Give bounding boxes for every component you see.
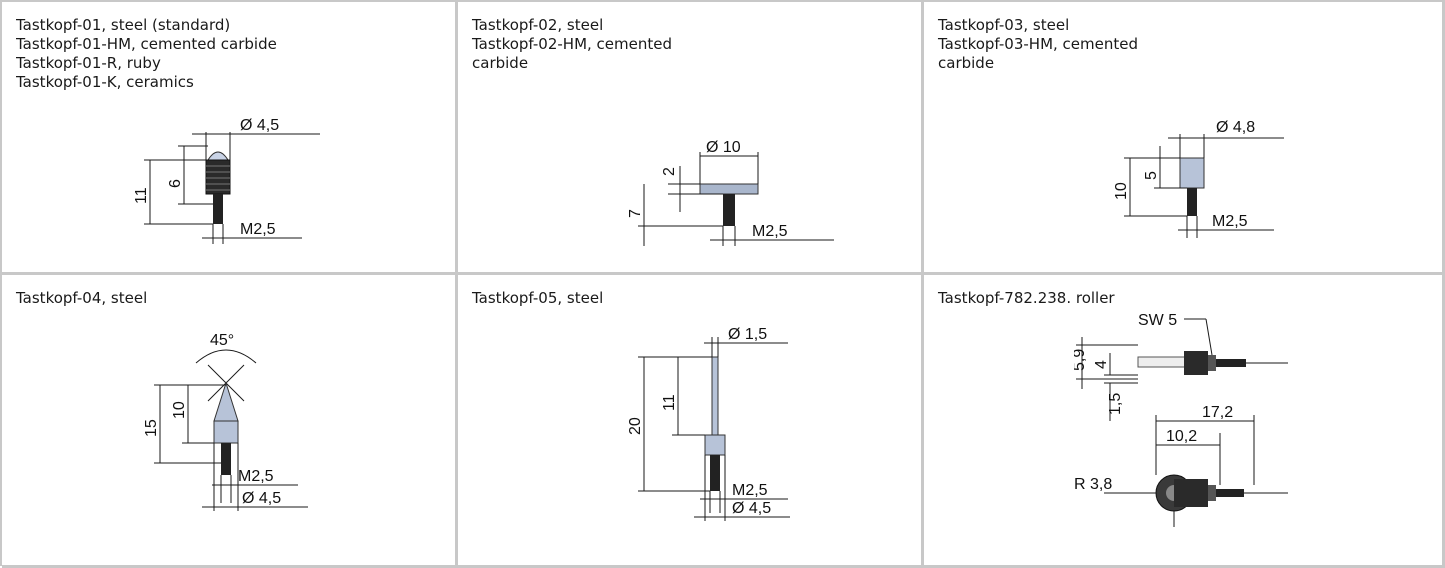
dim-height-b: 4: [1093, 360, 1110, 369]
dim-total-height: 7: [628, 209, 644, 218]
description-line: Tastkopf-05, steel: [472, 289, 604, 307]
dim-thread: M2,5: [752, 223, 788, 240]
roller-body-front-shape: [1174, 479, 1208, 507]
description-line: Tastkopf-03-HM, cemented carbide: [938, 35, 1139, 72]
thread-shape: [221, 443, 231, 475]
dim-head-length: 10: [171, 401, 188, 419]
dim-head-length: 5: [1143, 171, 1160, 180]
dim-total-length: 15: [143, 419, 160, 437]
dim-diameter: Ø 10: [706, 139, 741, 156]
probe-description: Tastkopf-03, steel Tastkopf-03-HM, cemen…: [938, 16, 1178, 73]
thread-shape: [710, 455, 720, 491]
cylinder-head-shape: [1179, 157, 1205, 189]
thread-shape: [213, 194, 223, 224]
probe-drawing-03: Ø 4,8 10 5 M2,5: [1113, 119, 1284, 238]
description-line: Tastkopf-02-HM, cemented carbide: [472, 35, 673, 72]
description-line: Tastkopf-01-K, ceramics: [16, 73, 194, 91]
dim-diameter: Ø 4,8: [1216, 119, 1255, 136]
thread-shape: [1187, 188, 1197, 216]
dim-thread: M2,5: [240, 221, 276, 238]
dim-wrench-size: SW 5: [1138, 312, 1177, 329]
ball-tip-shape: [207, 151, 229, 161]
probe-cell-02: Tastkopf-02, steel Tastkopf-02-HM, cemen…: [458, 2, 924, 275]
dim-head-length: 6: [167, 179, 184, 188]
dim-thread: M2,5: [1212, 213, 1248, 230]
dim-radius: R 3,8: [1074, 476, 1112, 493]
dim-total-length: 11: [133, 187, 150, 204]
dim-length-1: 17,2: [1202, 404, 1233, 421]
dim-pin-length: 11: [661, 394, 678, 411]
dim-pin-diameter: Ø 1,5: [728, 326, 767, 343]
probe-description: Tastkopf-04, steel: [16, 289, 147, 308]
cone-tip-shape: [213, 381, 239, 422]
probe-drawing-05: Ø 1,5 20 11 M2,5 Ø 4,5: [628, 326, 790, 521]
knurl-pattern: [206, 165, 230, 191]
dim-height-a: 5,9: [1074, 349, 1088, 371]
probe-drawing-06: SW 5 5,9 4 1,5 17,2 10,2: [1074, 312, 1288, 527]
description-line: Tastkopf-01, steel (standard): [16, 16, 231, 34]
disc-head-shape: [699, 183, 759, 195]
dim-total-length: 10: [1113, 182, 1130, 200]
probe-description: Tastkopf-05, steel: [472, 289, 603, 308]
probe-drawing-01: Ø 4,5 11 6 M2,5: [133, 117, 320, 244]
dim-diameter: Ø 4,5: [732, 500, 771, 517]
probe-cell-03: Tastkopf-03, steel Tastkopf-03-HM, cemen…: [924, 2, 1445, 275]
thread-shape: [1216, 359, 1246, 367]
knurled-head-shape: [205, 159, 231, 195]
dim-height-c: 1,5: [1107, 393, 1124, 415]
pin-shape: [711, 356, 719, 436]
probe-drawing-02: Ø 10 2 7 M2,5: [628, 139, 834, 246]
dim-head-height: 2: [661, 167, 678, 176]
description-line: Tastkopf-04, steel: [16, 289, 148, 307]
description-line: Tastkopf-782.238. roller: [938, 289, 1115, 307]
thread-shape: [723, 194, 735, 226]
dim-angle: 45°: [210, 332, 234, 349]
dim-length-2: 10,2: [1166, 428, 1197, 445]
probe-cell-05: Tastkopf-05, steel Ø 1,5 20 11 M2,5 Ø 4,…: [458, 275, 924, 568]
probe-description: Tastkopf-02, steel Tastkopf-02-HM, cemen…: [472, 16, 712, 73]
collar-shape: [704, 434, 726, 456]
dim-diameter: Ø 4,5: [242, 490, 281, 507]
thread-front-shape: [1216, 489, 1244, 497]
probe-drawing-04: 45° 15 10 M2,5 Ø 4,5: [143, 332, 308, 511]
nut-shape: [1208, 355, 1216, 371]
probe-description: Tastkopf-782.238. roller: [938, 289, 1115, 308]
probe-cell-06: Tastkopf-782.238. roller SW 5 5,9 4 1,5: [924, 275, 1445, 568]
description-line: Tastkopf-02, steel: [472, 16, 604, 34]
description-line: Tastkopf-03, steel: [938, 16, 1070, 34]
description-line: Tastkopf-01-HM, cemented carbide: [16, 35, 277, 53]
roller-housing-shape: [1184, 351, 1208, 375]
probe-description: Tastkopf-01, steel (standard) Tastkopf-0…: [16, 16, 277, 100]
dim-thread: M2,5: [238, 468, 274, 485]
description-line: Tastkopf-01-R, ruby: [16, 54, 161, 72]
cylinder-body-shape: [213, 420, 239, 444]
probe-cell-01: Tastkopf-01, steel (standard) Tastkopf-0…: [2, 2, 458, 275]
dim-diameter: Ø 4,5: [240, 117, 279, 134]
probe-cell-04: Tastkopf-04, steel 45° 15 10 M2,5 Ø 4,5: [2, 275, 458, 568]
dim-thread: M2,5: [732, 482, 768, 499]
dim-total-length: 20: [628, 417, 644, 435]
nut-front-shape: [1208, 485, 1216, 501]
